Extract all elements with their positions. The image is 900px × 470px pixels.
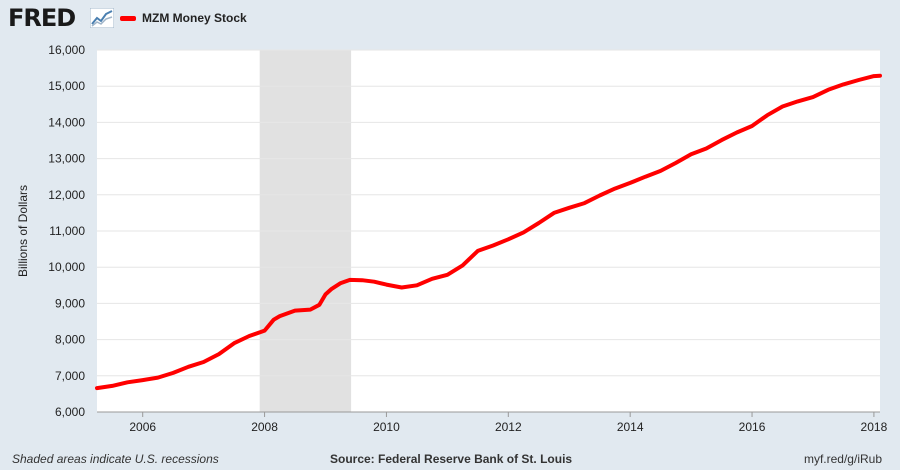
chart-footer: Shaded areas indicate U.S. recessions So… <box>0 450 900 470</box>
x-tick-label: 2018 <box>861 420 888 434</box>
legend-series-label: MZM Money Stock <box>142 11 247 25</box>
y-tick-label: 7,000 <box>55 369 85 383</box>
legend: MZM Money Stock <box>120 11 247 25</box>
source-credit: Source: Federal Reserve Bank of St. Loui… <box>330 452 573 466</box>
y-tick-label: 8,000 <box>55 333 85 347</box>
fred-logo[interactable]: FRED <box>8 4 76 32</box>
y-tick-label: 6,000 <box>55 405 85 419</box>
y-tick-label: 16,000 <box>48 43 85 57</box>
x-tick-label: 2010 <box>373 420 400 434</box>
y-tick-label: 13,000 <box>48 152 85 166</box>
grid-layer <box>97 49 880 413</box>
y-tick-label: 11,000 <box>49 224 85 238</box>
y-tick-label: 14,000 <box>48 115 85 129</box>
x-tick-label: 2008 <box>251 420 278 434</box>
line-chart-icon <box>90 8 114 28</box>
y-axis: 6,000 7,000 8,000 9,000 10,000 11,000 12,000 13… <box>48 43 85 419</box>
x-tick-label: 2014 <box>617 420 644 434</box>
series-line <box>95 73 882 391</box>
y-axis-label: Billions of Dollars <box>16 185 30 277</box>
y-tick-label: 10,000 <box>48 260 85 274</box>
y-tick-label: 15,000 <box>48 79 85 93</box>
y-tick-label: 12,000 <box>48 188 85 202</box>
legend-swatch <box>120 15 136 21</box>
recession-note: Shaded areas indicate U.S. recessions <box>12 452 219 466</box>
chart-area: 6,000 7,000 8,000 9,000 10,000 11,000 12,000 13… <box>16 43 888 434</box>
y-tick-label: 9,000 <box>55 296 85 310</box>
chart-header: FRED MZM Money Stock <box>0 0 900 40</box>
short-link[interactable]: myf.red/g/iRub <box>803 452 882 466</box>
x-tick-label: 2016 <box>739 420 766 434</box>
x-axis: 2006 2008 2010 2012 2014 2016 2018 <box>97 411 888 434</box>
x-tick-label: 2012 <box>495 420 522 434</box>
x-tick-label: 2006 <box>129 420 156 434</box>
series-layer <box>95 73 882 391</box>
